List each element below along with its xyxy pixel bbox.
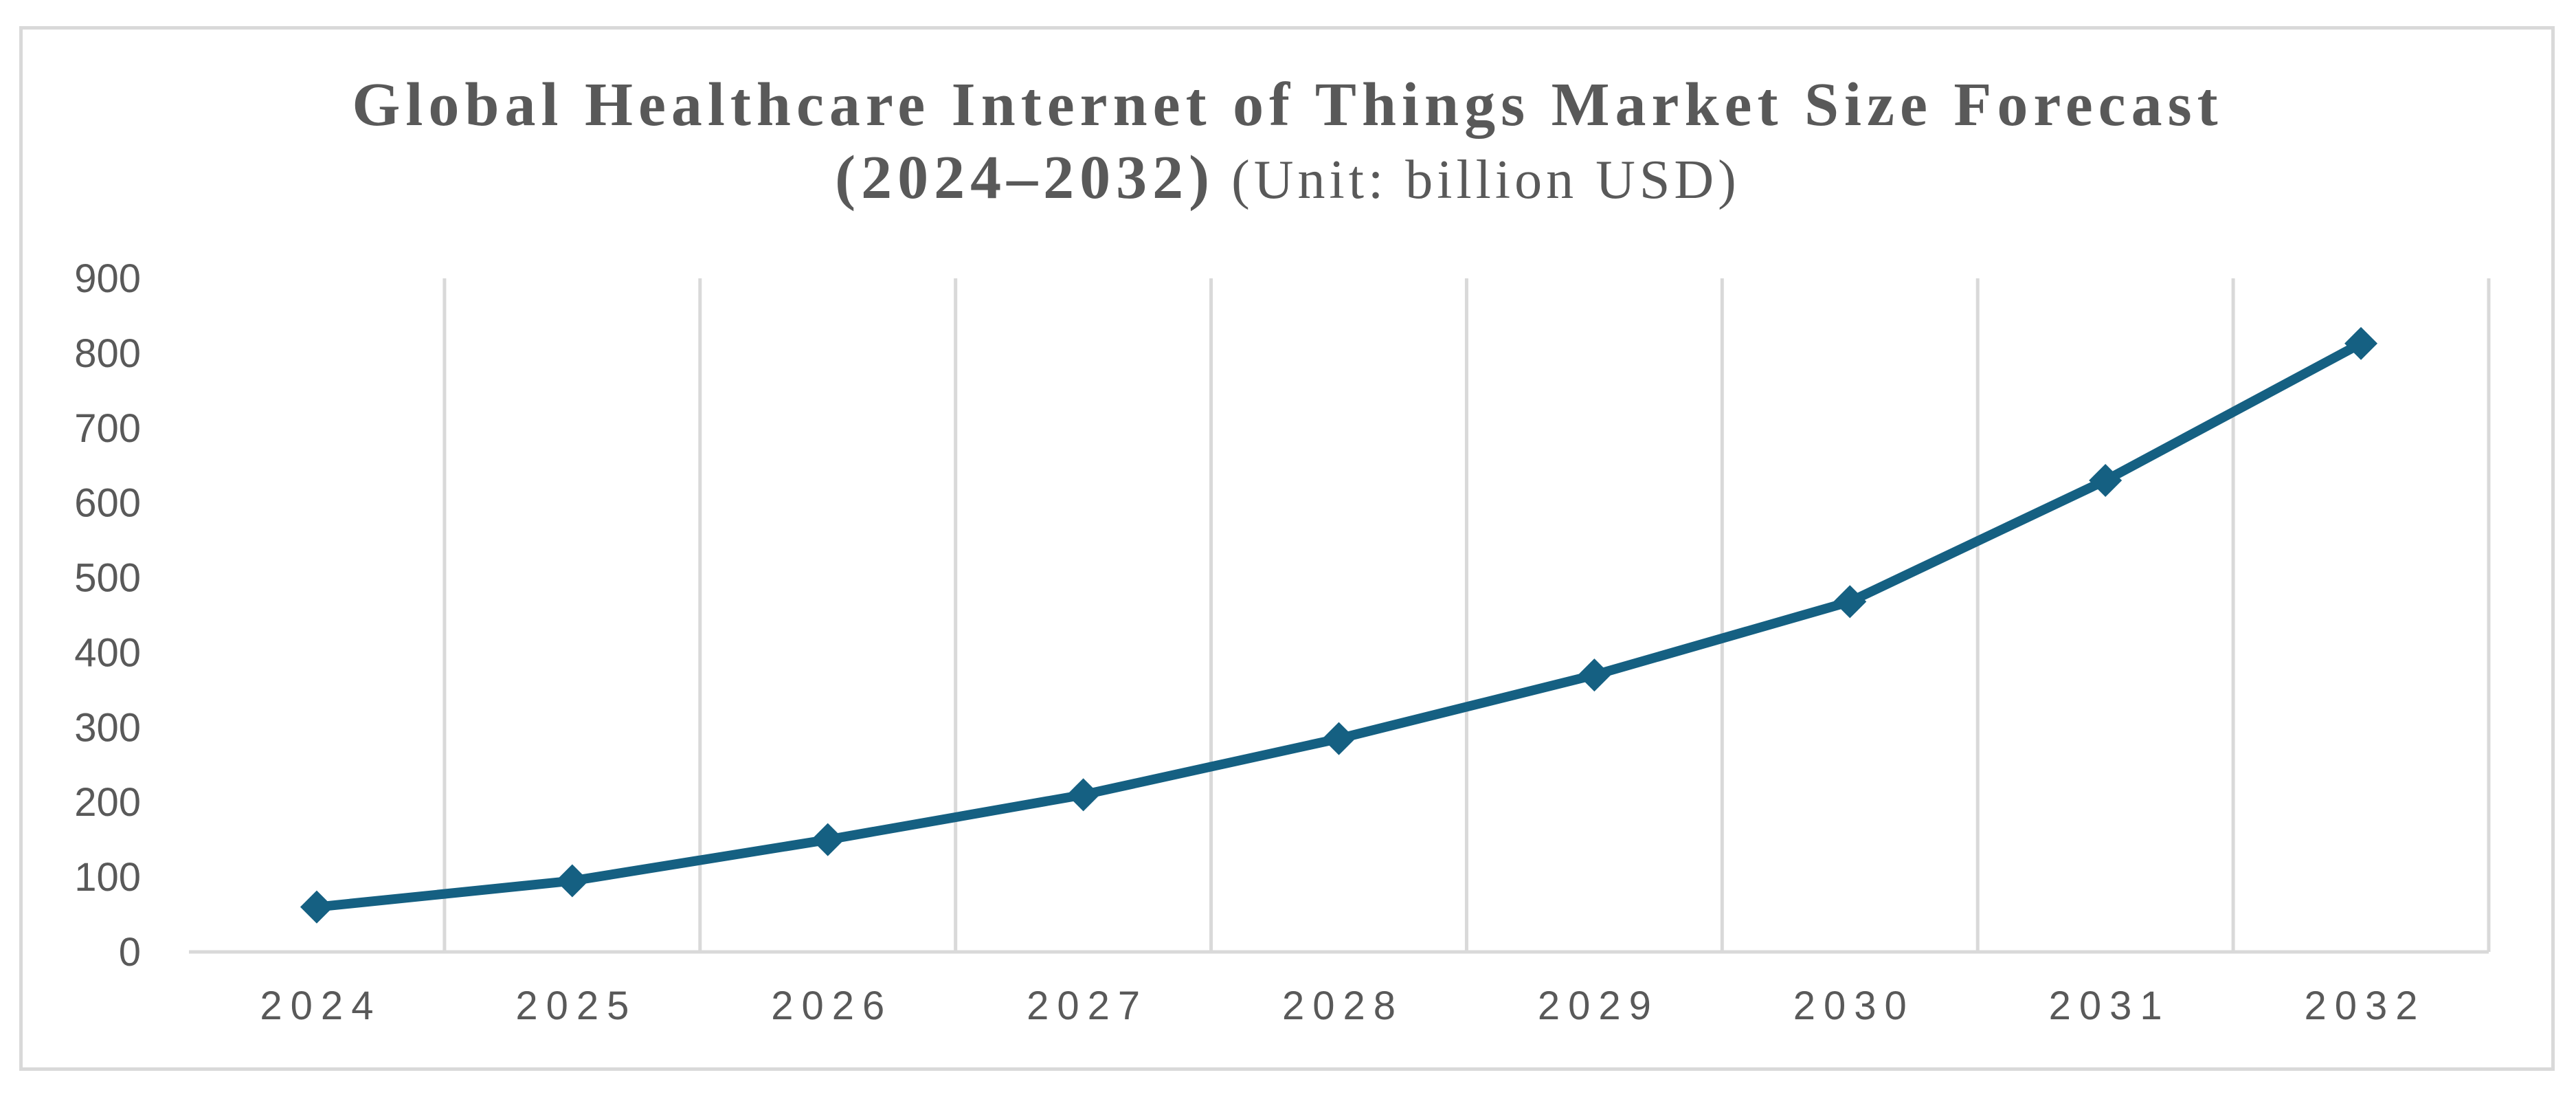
gridlines xyxy=(443,278,2491,952)
y-tick-label: 200 xyxy=(74,780,141,825)
data-point-2029 xyxy=(1578,658,1611,692)
y-tick-label: 800 xyxy=(74,331,141,376)
series-market-size xyxy=(300,326,2378,924)
y-tick-label: 700 xyxy=(74,406,141,451)
data-point-2028 xyxy=(1322,722,1356,755)
x-tick-label: 2029 xyxy=(1538,984,1659,1028)
y-tick-label: 500 xyxy=(74,556,141,601)
series-line xyxy=(311,338,2366,912)
y-tick-label: 300 xyxy=(74,705,141,750)
y-tick-label: 100 xyxy=(74,855,141,900)
data-point-2030 xyxy=(1833,585,1867,619)
data-point-2026 xyxy=(811,823,844,856)
data-point-2031 xyxy=(2089,464,2123,497)
x-tick-label: 2028 xyxy=(1282,984,1404,1028)
y-tick-label: 600 xyxy=(74,481,141,526)
x-tick-label: 2030 xyxy=(1793,984,1915,1028)
x-tick-label: 2024 xyxy=(260,984,381,1028)
data-point-2027 xyxy=(1066,778,1100,812)
data-point-2024 xyxy=(300,890,333,924)
x-axis-ticks: 2024 2025 2026 2027 2028 2029 2030 2031 2032 xyxy=(260,984,2426,1028)
chart-title-years: (2024–2032) xyxy=(835,144,1215,212)
x-tick-label: 2032 xyxy=(2305,984,2426,1028)
x-tick-label: 2031 xyxy=(2049,984,2171,1028)
x-tick-label: 2025 xyxy=(515,984,637,1028)
y-tick-label: 400 xyxy=(74,630,141,675)
chart-title-line1: Global Healthcare Internet of Things Mar… xyxy=(352,71,2223,139)
y-tick-label: 900 xyxy=(74,256,141,301)
chart-title-unit: (Unit: billion USD) xyxy=(1231,150,1740,210)
chart-title-line2: (2024–2032) (Unit: billion USD) xyxy=(835,144,1740,212)
data-point-2025 xyxy=(555,864,589,898)
x-tick-label: 2027 xyxy=(1027,984,1148,1028)
data-point-2032 xyxy=(2344,326,2378,360)
y-tick-label: 0 xyxy=(119,930,141,975)
x-tick-label: 2026 xyxy=(771,984,893,1028)
y-axis-ticks: 0 100 200 300 400 500 600 700 800 900 xyxy=(74,256,141,975)
